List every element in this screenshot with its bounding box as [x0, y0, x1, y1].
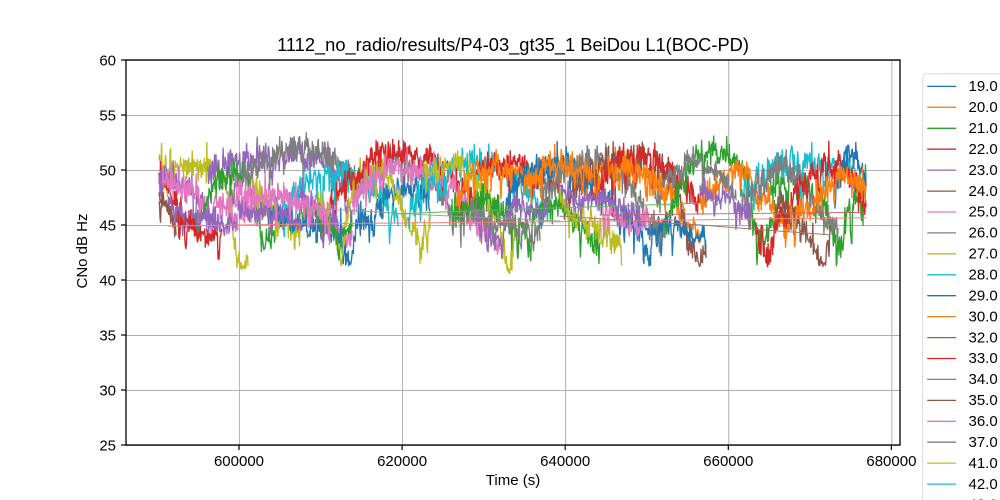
svg-text:45: 45: [99, 217, 116, 234]
svg-text:60: 60: [99, 52, 116, 69]
svg-text:23.0: 23.0: [969, 162, 998, 179]
svg-text:42.0: 42.0: [969, 476, 998, 493]
svg-text:20.0: 20.0: [969, 99, 998, 116]
svg-text:28.0: 28.0: [969, 267, 998, 284]
svg-text:19.0: 19.0: [969, 78, 998, 95]
svg-text:640000: 640000: [540, 453, 590, 470]
svg-text:32.0: 32.0: [969, 329, 998, 346]
svg-text:33.0: 33.0: [969, 350, 998, 367]
svg-text:1112_no_radio/results/P4-03_gt: 1112_no_radio/results/P4-03_gt35_1 BeiDo…: [277, 34, 749, 56]
svg-text:50: 50: [99, 162, 116, 179]
svg-text:43.0: 43.0: [969, 497, 998, 500]
svg-text:36.0: 36.0: [969, 413, 998, 430]
svg-text:26.0: 26.0: [969, 225, 998, 242]
svg-text:620000: 620000: [377, 453, 427, 470]
svg-text:34.0: 34.0: [969, 371, 998, 388]
svg-text:30: 30: [99, 382, 116, 399]
svg-text:55: 55: [99, 107, 116, 124]
svg-text:600000: 600000: [214, 453, 264, 470]
svg-text:30.0: 30.0: [969, 308, 998, 325]
svg-text:37.0: 37.0: [969, 434, 998, 451]
svg-text:21.0: 21.0: [969, 120, 998, 137]
svg-text:660000: 660000: [703, 453, 753, 470]
svg-text:35.0: 35.0: [969, 392, 998, 409]
svg-text:Time (s): Time (s): [486, 472, 540, 489]
svg-text:CNo dB Hz: CNo dB Hz: [74, 213, 91, 288]
svg-text:25: 25: [99, 437, 116, 454]
svg-text:29.0: 29.0: [969, 287, 998, 304]
svg-text:25.0: 25.0: [969, 204, 998, 221]
svg-text:27.0: 27.0: [969, 246, 998, 263]
svg-text:680000: 680000: [866, 453, 916, 470]
svg-text:22.0: 22.0: [969, 141, 998, 158]
svg-text:35: 35: [99, 327, 116, 344]
svg-text:24.0: 24.0: [969, 183, 998, 200]
svg-text:41.0: 41.0: [969, 455, 998, 472]
svg-text:40: 40: [99, 272, 116, 289]
